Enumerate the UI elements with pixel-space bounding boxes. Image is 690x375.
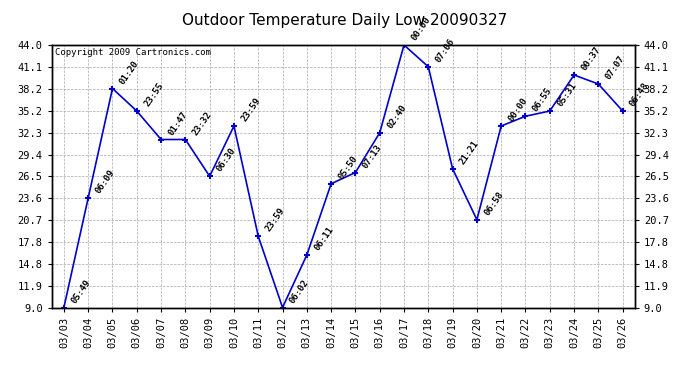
Text: 00:37: 00:37 — [580, 45, 602, 72]
Text: Outdoor Temperature Daily Low 20090327: Outdoor Temperature Daily Low 20090327 — [182, 13, 508, 28]
Text: 21:21: 21:21 — [458, 139, 481, 166]
Text: 23:59: 23:59 — [264, 206, 286, 234]
Text: 07:13: 07:13 — [361, 142, 384, 170]
Text: 00:00: 00:00 — [410, 15, 433, 42]
Text: Copyright 2009 Cartronics.com: Copyright 2009 Cartronics.com — [55, 48, 210, 57]
Text: 23:32: 23:32 — [191, 110, 214, 137]
Text: 05:31: 05:31 — [555, 81, 578, 108]
Text: 07:06: 07:06 — [434, 37, 457, 64]
Text: 23:59: 23:59 — [239, 96, 262, 123]
Text: 05:50: 05:50 — [337, 154, 359, 181]
Text: 01:47: 01:47 — [166, 110, 190, 137]
Text: 06:30: 06:30 — [215, 146, 238, 174]
Text: 06:55: 06:55 — [531, 86, 554, 114]
Text: 06:11: 06:11 — [313, 225, 335, 252]
Text: 06:09: 06:09 — [94, 168, 117, 195]
Text: 02:40: 02:40 — [385, 103, 408, 130]
Text: 06:48: 06:48 — [628, 81, 651, 108]
Text: 01:20: 01:20 — [118, 58, 141, 86]
Text: 06:58: 06:58 — [482, 190, 505, 217]
Text: 05:49: 05:49 — [70, 278, 92, 305]
Text: 23:55: 23:55 — [142, 81, 165, 108]
Text: 06:02: 06:02 — [288, 278, 311, 305]
Text: 07:07: 07:07 — [604, 54, 627, 81]
Text: 00:00: 00:00 — [506, 96, 529, 123]
